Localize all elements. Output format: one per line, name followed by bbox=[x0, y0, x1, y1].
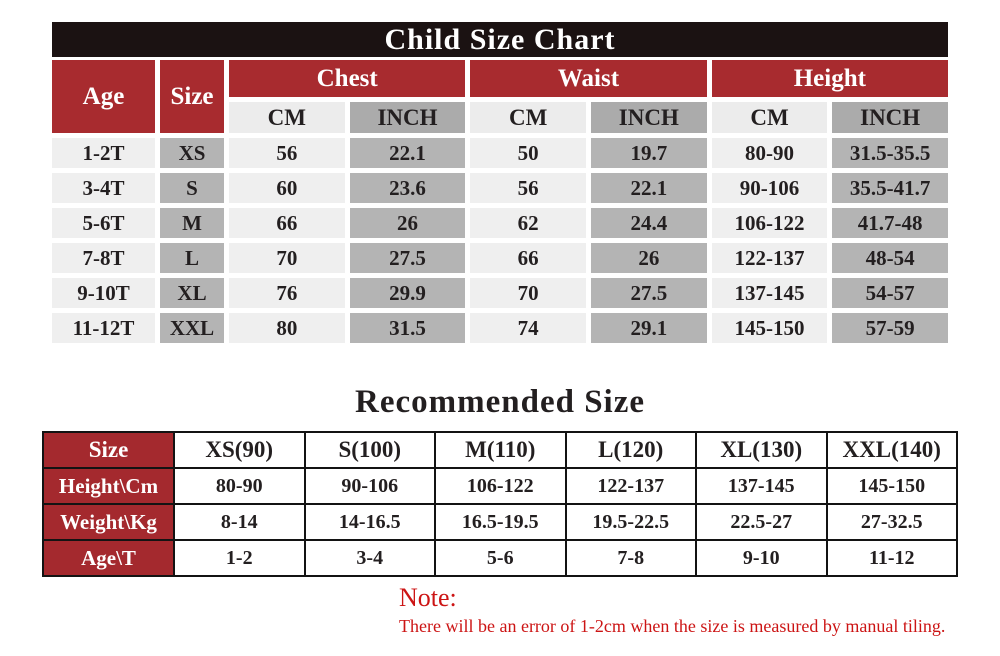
age-range-cell: 7-8 bbox=[566, 541, 695, 575]
recommended-size-title: Recommended Size bbox=[354, 384, 646, 420]
chest-inch-cell: 23.6 bbox=[349, 173, 466, 203]
note-text: There will be an error of 1-2cm when the… bbox=[399, 616, 946, 636]
waist-inch-cell: 26 bbox=[590, 243, 707, 273]
height-cm-cell: 80-90 bbox=[711, 138, 828, 168]
size-option-cell: XXL(140) bbox=[827, 433, 956, 467]
height-cm-cell: 145-150 bbox=[711, 313, 828, 343]
waist-inch-cell: 19.7 bbox=[590, 138, 707, 168]
recommended-size-table: Size XS(90) S(100) M(110) L(120) XL(130)… bbox=[42, 431, 958, 577]
chest-cm-cell: 80 bbox=[229, 313, 345, 343]
height-range-cell: 137-145 bbox=[697, 469, 826, 503]
size-cell: XXL bbox=[160, 313, 224, 343]
height-inch-cell: 31.5-35.5 bbox=[832, 138, 948, 168]
size-cell: XL bbox=[160, 278, 224, 308]
age-cell: 11-12T bbox=[52, 313, 155, 343]
note-block: Note: There will be an error of 1-2cm wh… bbox=[399, 583, 945, 637]
size-cell: M bbox=[160, 208, 224, 238]
height-cm-cell: 90-106 bbox=[711, 173, 828, 203]
height-inch-cell: 41.7-48 bbox=[832, 208, 948, 238]
waist-cm-cell: 62 bbox=[470, 208, 586, 238]
size-option-cell: S(100) bbox=[305, 433, 434, 467]
height-range-cell: 145-150 bbox=[827, 469, 956, 503]
size-cell: XS bbox=[160, 138, 224, 168]
child-size-chart-table: Age Size Chest Waist Height CM INCH CM I… bbox=[52, 60, 948, 343]
size-cell: S bbox=[160, 173, 224, 203]
child-size-chart-title: Child Size Chart bbox=[52, 22, 948, 57]
weight-range-cell: 22.5-27 bbox=[697, 505, 826, 539]
size-option-cell: XL(130) bbox=[697, 433, 826, 467]
age-cell: 9-10T bbox=[52, 278, 155, 308]
height-group-header: Height bbox=[711, 60, 948, 97]
age-range-cell: 9-10 bbox=[697, 541, 826, 575]
age-cell: 5-6T bbox=[52, 208, 155, 238]
size-cell: L bbox=[160, 243, 224, 273]
waist-cm-cell: 50 bbox=[470, 138, 586, 168]
age-cell: 7-8T bbox=[52, 243, 155, 273]
chest-cm-cell: 60 bbox=[229, 173, 345, 203]
chest-cm-cell: 70 bbox=[229, 243, 345, 273]
chest-inch-header: INCH bbox=[349, 102, 466, 133]
waist-inch-cell: 27.5 bbox=[590, 278, 707, 308]
waist-cm-cell: 70 bbox=[470, 278, 586, 308]
chest-cm-cell: 66 bbox=[229, 208, 345, 238]
height-inch-cell: 48-54 bbox=[832, 243, 948, 273]
height-cm-cell: 106-122 bbox=[711, 208, 828, 238]
size-column-header: Size bbox=[160, 60, 224, 133]
weight-range-cell: 14-16.5 bbox=[305, 505, 434, 539]
chest-cm-cell: 56 bbox=[229, 138, 345, 168]
weight-range-cell: 27-32.5 bbox=[827, 505, 956, 539]
weight-range-cell: 16.5-19.5 bbox=[436, 505, 565, 539]
height-inch-header: INCH bbox=[832, 102, 948, 133]
height-range-cell: 106-122 bbox=[436, 469, 565, 503]
chest-group-header: Chest bbox=[229, 60, 466, 97]
height-cm-cell: 137-145 bbox=[711, 278, 828, 308]
height-cm-header: CM bbox=[711, 102, 828, 133]
height-inch-cell: 35.5-41.7 bbox=[832, 173, 948, 203]
row-label-weight-kg: Weight\Kg bbox=[44, 505, 173, 539]
height-range-cell: 80-90 bbox=[175, 469, 304, 503]
age-cell: 1-2T bbox=[52, 138, 155, 168]
waist-cm-header: CM bbox=[470, 102, 586, 133]
age-range-cell: 1-2 bbox=[175, 541, 304, 575]
waist-inch-header: INCH bbox=[590, 102, 707, 133]
chest-cm-header: CM bbox=[229, 102, 345, 133]
height-range-cell: 90-106 bbox=[305, 469, 434, 503]
waist-cm-cell: 56 bbox=[470, 173, 586, 203]
age-column-header: Age bbox=[52, 60, 155, 133]
height-inch-cell: 54-57 bbox=[832, 278, 948, 308]
chest-inch-cell: 26 bbox=[349, 208, 466, 238]
size-option-cell: XS(90) bbox=[175, 433, 304, 467]
size-option-cell: M(110) bbox=[436, 433, 565, 467]
chest-inch-cell: 29.9 bbox=[349, 278, 466, 308]
row-label-height-cm: Height\Cm bbox=[44, 469, 173, 503]
height-inch-cell: 57-59 bbox=[832, 313, 948, 343]
age-range-cell: 3-4 bbox=[305, 541, 434, 575]
waist-inch-cell: 29.1 bbox=[590, 313, 707, 343]
size-option-cell: L(120) bbox=[566, 433, 695, 467]
row-label-size: Size bbox=[44, 433, 173, 467]
age-range-cell: 5-6 bbox=[436, 541, 565, 575]
waist-inch-cell: 24.4 bbox=[590, 208, 707, 238]
height-cm-cell: 122-137 bbox=[711, 243, 828, 273]
chest-cm-cell: 76 bbox=[229, 278, 345, 308]
waist-inch-cell: 22.1 bbox=[590, 173, 707, 203]
row-label-age-t: Age\T bbox=[44, 541, 173, 575]
waist-group-header: Waist bbox=[470, 60, 707, 97]
chest-inch-cell: 31.5 bbox=[349, 313, 466, 343]
chest-inch-cell: 27.5 bbox=[349, 243, 466, 273]
waist-cm-cell: 66 bbox=[470, 243, 586, 273]
note-heading: Note: bbox=[399, 583, 457, 612]
weight-range-cell: 8-14 bbox=[175, 505, 304, 539]
height-range-cell: 122-137 bbox=[566, 469, 695, 503]
waist-cm-cell: 74 bbox=[470, 313, 586, 343]
age-cell: 3-4T bbox=[52, 173, 155, 203]
weight-range-cell: 19.5-22.5 bbox=[566, 505, 695, 539]
chest-inch-cell: 22.1 bbox=[349, 138, 466, 168]
age-range-cell: 11-12 bbox=[827, 541, 956, 575]
